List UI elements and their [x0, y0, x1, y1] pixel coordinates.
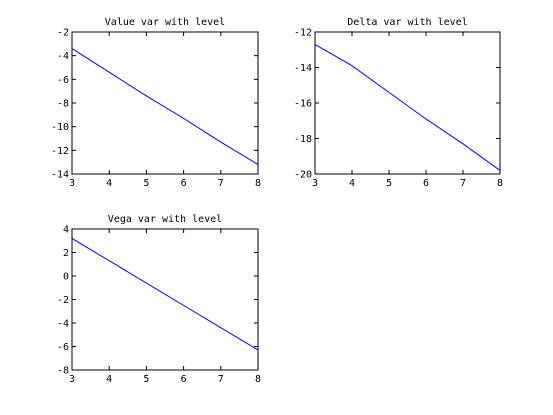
- y-tick-label: -4: [57, 51, 69, 62]
- y-tick-label: 2: [63, 248, 69, 259]
- x-tick-label: 6: [181, 374, 187, 385]
- x-tick-label: 4: [349, 178, 355, 189]
- y-tick-label: 4: [63, 225, 69, 236]
- x-tick-label: 8: [497, 178, 503, 189]
- series-line: [71, 48, 259, 165]
- y-tick-label: -6: [57, 75, 69, 86]
- y-tick-label: -4: [57, 319, 69, 330]
- series-line: [71, 237, 259, 351]
- plot-frame: [71, 228, 259, 371]
- x-tick-label: 4: [106, 374, 112, 385]
- subplot-vega-var: Vega var with level 3 4 5 6 7 8 4 2 0 -2 -4 -6 -8: [57, 214, 261, 385]
- y-tick-label: -8: [57, 99, 69, 110]
- plot-frame: [71, 31, 259, 175]
- series-line: [314, 43, 501, 171]
- x-tick-label: 7: [460, 178, 466, 189]
- x-tick-label: 3: [312, 178, 318, 189]
- x-tick-label: 3: [69, 374, 75, 385]
- x-tick-label: 5: [143, 178, 149, 189]
- chart-title: Vega var with level: [108, 214, 222, 225]
- y-tick-label: -12: [294, 28, 312, 39]
- chart-title: Delta var with level: [347, 17, 467, 28]
- subplot-delta-var: Delta var with level 3 4 5 6 7 8 -12 -14 -16 -18 -2…: [294, 17, 503, 189]
- y-tick-label: -16: [294, 99, 312, 110]
- x-tick-label: 7: [218, 374, 224, 385]
- plot-frame: [314, 31, 501, 175]
- subplot-value-var: Value var with level 3 4 5 6 7 8 -2 -4 -6 -8 -10 -12…: [51, 17, 261, 189]
- x-tick-label: 6: [181, 178, 187, 189]
- x-tick-label: 3: [69, 178, 75, 189]
- x-tick-label: 5: [386, 178, 392, 189]
- y-tick-label: -6: [57, 342, 69, 353]
- x-tick-label: 7: [218, 178, 224, 189]
- y-tick-label: -2: [57, 28, 69, 39]
- y-tick-label: -10: [51, 122, 69, 133]
- y-tick-label: -12: [51, 146, 69, 157]
- y-tick-label: -20: [294, 170, 312, 181]
- chart-title: Value var with level: [105, 17, 225, 28]
- x-tick-label: 8: [255, 178, 261, 189]
- y-tick-label: -2: [57, 295, 69, 306]
- x-tick-label: 6: [423, 178, 429, 189]
- x-tick-label: 8: [255, 374, 261, 385]
- y-tick-label: -8: [57, 366, 69, 377]
- y-tick-label: -14: [294, 63, 312, 74]
- y-tick-label: 0: [63, 272, 69, 283]
- x-tick-label: 4: [106, 178, 112, 189]
- y-tick-label: -14: [51, 170, 69, 181]
- y-tick-label: -18: [294, 134, 312, 145]
- x-tick-label: 5: [143, 374, 149, 385]
